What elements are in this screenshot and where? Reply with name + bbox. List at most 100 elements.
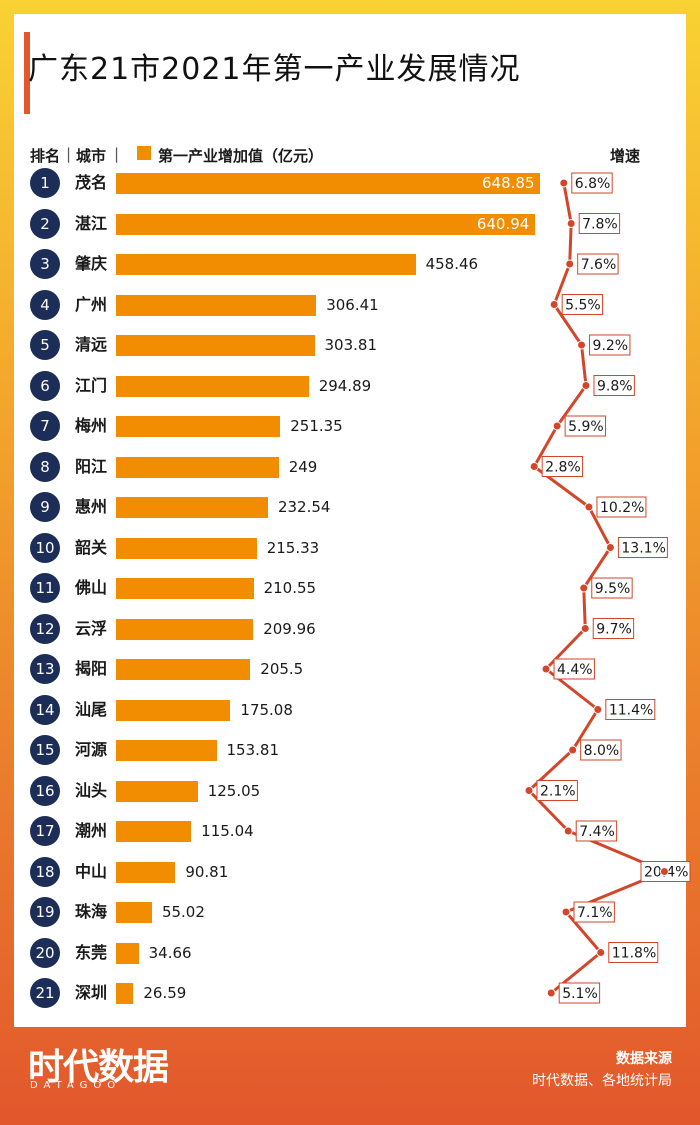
header-rank: 排名: [30, 147, 61, 165]
bar-value-label: 34.66: [148, 943, 192, 962]
rank-badge: 14: [30, 694, 60, 725]
bar-value-label: 209.96: [263, 619, 316, 638]
bar: [116, 902, 152, 923]
bar-value-label: 125.05: [207, 781, 261, 800]
bar-value-label: 175.08: [240, 700, 293, 719]
bar: [116, 416, 281, 437]
bar: [116, 294, 317, 316]
bar: [116, 659, 251, 680]
city-label: 汕尾: [75, 699, 108, 719]
bar-value-label: 55.02: [161, 903, 205, 921]
legend-swatch: [137, 146, 151, 160]
footer-logo: 时代数据: [28, 1047, 169, 1088]
growth-point: [577, 340, 587, 350]
bar: [116, 578, 254, 599]
growth-label-box: [558, 982, 601, 1004]
bar-value-label: 303.81: [324, 336, 378, 354]
city-label: 韶关: [75, 537, 108, 557]
rank-badge: 16: [30, 775, 60, 806]
growth-label: 5.9%: [568, 419, 604, 435]
growth-label: 11.8%: [612, 946, 656, 962]
growth-label: 8.0%: [584, 743, 620, 759]
growth-label-box: [592, 618, 635, 639]
footer-source: 时代数据、各地统计局: [532, 1073, 672, 1089]
rank-badge: 12: [30, 613, 60, 644]
bar-value-label: 232.54: [277, 498, 331, 516]
growth-point: [549, 300, 559, 309]
growth-point: [605, 543, 615, 552]
rank-badge: 15: [30, 735, 60, 765]
bar: [116, 537, 257, 559]
city-label: 揭阳: [75, 659, 108, 678]
growth-label-box: [561, 294, 604, 315]
growth-point: [546, 988, 556, 998]
growth-label-box: [605, 699, 656, 720]
bar-value-label: 294.89: [318, 376, 372, 395]
growth-label: 2.1%: [540, 784, 576, 800]
bar-value-label: 648.85: [482, 174, 535, 192]
growth-label-box: [553, 658, 595, 680]
bar-value-label: 306.41: [326, 295, 379, 314]
growth-label-box: [578, 213, 621, 234]
bar-value-label: 115.04: [201, 822, 254, 840]
growth-label: 10.2%: [600, 500, 644, 516]
growth-point: [541, 664, 551, 674]
legend-label: 第一产业增加值（亿元）: [158, 147, 324, 165]
city-label: 珠海: [75, 902, 108, 921]
city-label: 惠州: [75, 497, 108, 516]
city-label: 潮州: [75, 821, 108, 840]
rank-badge: 6: [30, 370, 60, 401]
bar-value-label: 90.81: [185, 862, 229, 881]
growth-label: 9.7%: [596, 622, 632, 638]
city-label: 湛江: [75, 213, 108, 233]
growth-label: 2.8%: [545, 460, 581, 476]
city-label: 肇庆: [75, 254, 108, 273]
bar: [116, 983, 134, 1004]
header-city: 城市: [76, 147, 107, 165]
bar: [116, 942, 139, 964]
city-label: 云浮: [75, 618, 108, 638]
bar: [116, 456, 279, 478]
city-label: 清远: [75, 335, 108, 354]
bar-value-label: 215.33: [266, 538, 320, 557]
rank-badge: 21: [30, 978, 60, 1008]
city-label: 江门: [75, 375, 108, 395]
growth-point: [559, 178, 569, 188]
growth-point: [579, 583, 589, 593]
header-growth: 增速: [610, 147, 641, 165]
growth-point: [529, 462, 539, 471]
bar: [116, 497, 268, 518]
rank-badge: 4: [30, 289, 60, 320]
chart-title: 广东21市2021年第一产业发展情况: [28, 52, 521, 87]
bar: [116, 213, 535, 235]
rank-badge: 13: [30, 654, 60, 684]
growth-point: [593, 705, 603, 714]
bar: [116, 375, 309, 397]
rank-badge: 9: [30, 492, 60, 522]
growth-label: 13.1%: [621, 541, 665, 557]
rank-badge: 8: [30, 451, 60, 482]
city-label: 阳江: [75, 456, 108, 476]
growth-label: 4.4%: [557, 662, 593, 678]
growth-point: [659, 867, 669, 876]
growth-point: [565, 259, 575, 269]
title-accent-bar: [24, 32, 30, 114]
bar: [116, 740, 217, 761]
city-label: 东莞: [75, 942, 108, 962]
growth-point: [561, 907, 571, 917]
growth-label: 9.8%: [597, 379, 633, 395]
city-label: 佛山: [75, 578, 108, 597]
bar: [116, 699, 231, 721]
growth-label: 7.4%: [579, 824, 615, 840]
footer-logo-sub: DATAGOO: [30, 1080, 122, 1091]
bar: [116, 821, 192, 842]
city-label: 深圳: [75, 983, 108, 1002]
growth-point: [566, 219, 576, 228]
bar-value-label: 26.59: [143, 984, 187, 1002]
bar-value-label: 458.46: [425, 255, 479, 273]
rank-badge: 20: [30, 937, 60, 968]
city-label: 河源: [75, 740, 108, 759]
header-divider-2: |: [114, 145, 120, 163]
bar: [116, 335, 315, 356]
bar-value-label: 153.81: [226, 741, 280, 759]
